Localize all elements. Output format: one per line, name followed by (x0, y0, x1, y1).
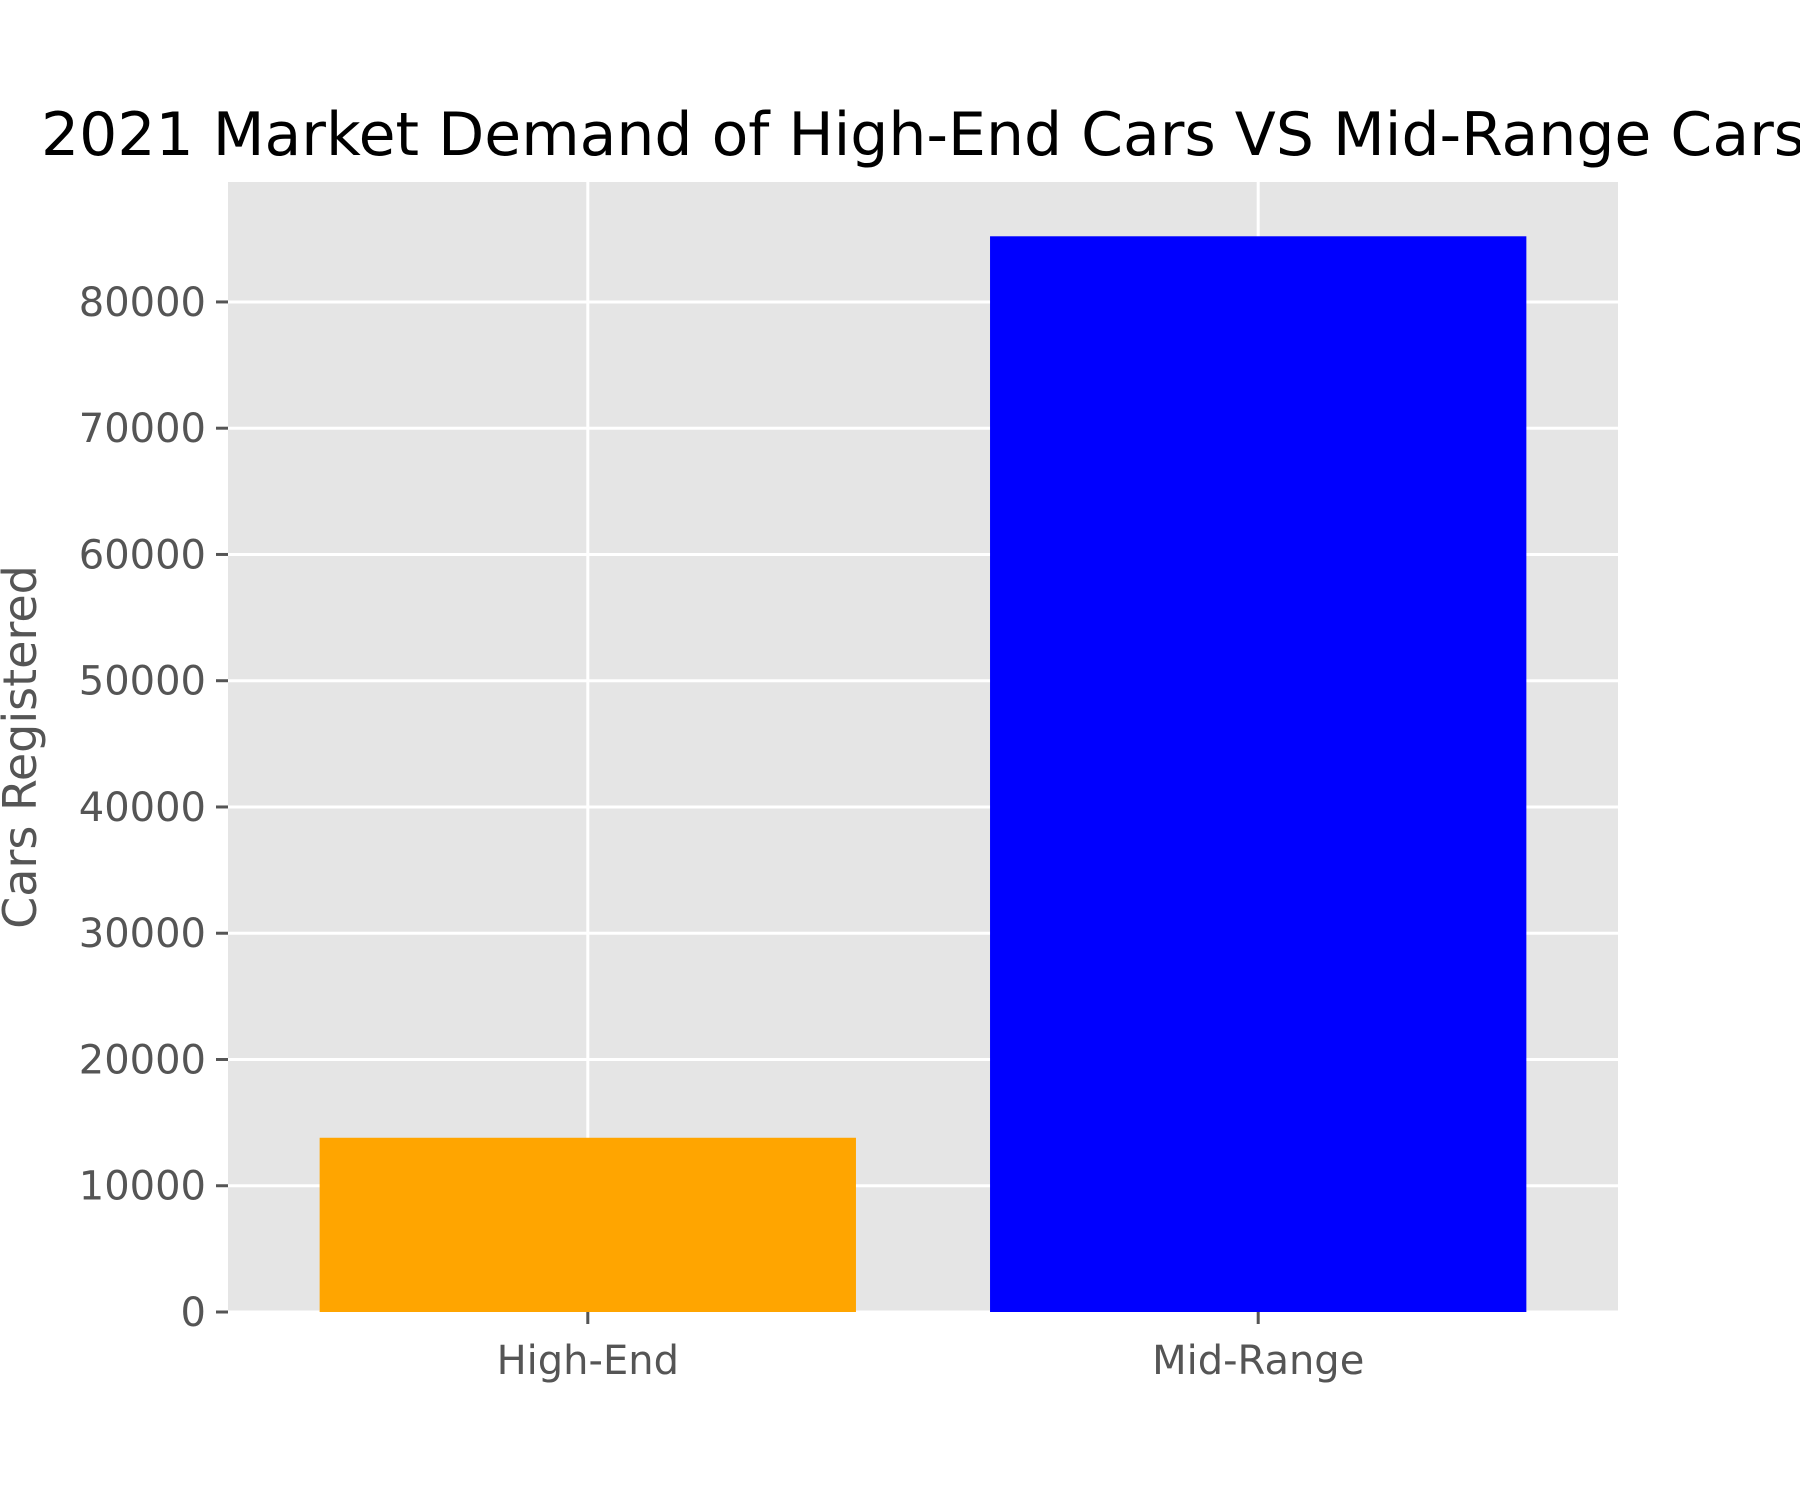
bar-mid-range (990, 236, 1527, 1312)
y-tick-label: 30000 (79, 911, 206, 957)
y-tick-label: 60000 (79, 532, 206, 578)
bar-high-end (319, 1137, 856, 1312)
y-tick-label: 10000 (79, 1164, 206, 1210)
y-axis-label: Cars Registered (0, 565, 47, 929)
y-tick-label: 70000 (79, 406, 206, 452)
y-tick-label: 20000 (79, 1037, 206, 1083)
y-tick-label: 40000 (79, 785, 206, 831)
y-tick-label: 80000 (79, 280, 206, 326)
x-tick-label: Mid-Range (1152, 1338, 1364, 1384)
axes: 0 10000 20000 30000 40000 50000 60000 70000 8000… (79, 280, 1365, 1384)
chart-title: 2021 Market Demand of High-End Cars VS M… (41, 100, 1800, 170)
x-tick-label: High-End (497, 1338, 679, 1384)
y-tick-label: 50000 (79, 659, 206, 705)
y-tick-label: 0 (181, 1290, 206, 1336)
bars (319, 236, 1527, 1312)
